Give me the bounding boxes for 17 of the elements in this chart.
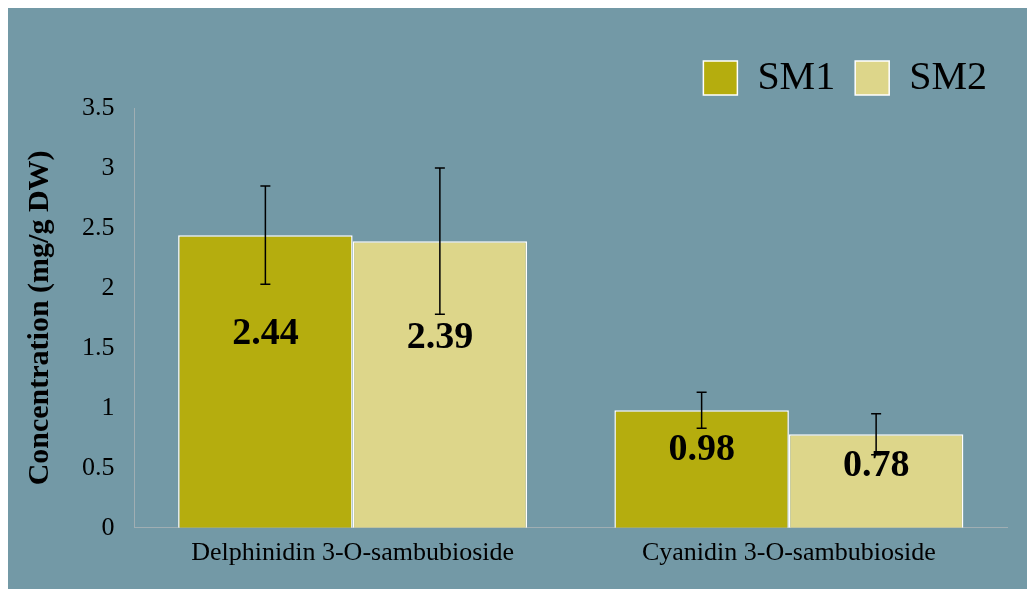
data-label: 2.44	[232, 310, 299, 353]
data-label: 2.39	[406, 314, 474, 357]
y-tick-label: 3.5	[82, 91, 115, 121]
legend-label: SM1	[757, 52, 836, 98]
x-tick-label: Delphinidin 3-O-sambubioside	[191, 537, 515, 567]
data-label: 0.78	[842, 441, 910, 484]
y-tick-label: 0.5	[82, 451, 115, 481]
y-tick-label: 0	[101, 511, 115, 541]
y-tick-label: 3	[101, 151, 115, 181]
legend-label: SM2	[909, 52, 987, 98]
y-tick-label: 2.5	[82, 211, 115, 241]
y-axis-title: Concentration (mg/g DW)	[20, 150, 55, 486]
y-tick-label: 1.5	[82, 331, 115, 361]
y-tick-label: 1	[101, 391, 115, 421]
y-tick-label: 2	[101, 271, 115, 301]
data-label: 0.98	[668, 426, 735, 469]
x-tick-label: Cyanidin 3-O-sambubioside	[641, 537, 936, 567]
